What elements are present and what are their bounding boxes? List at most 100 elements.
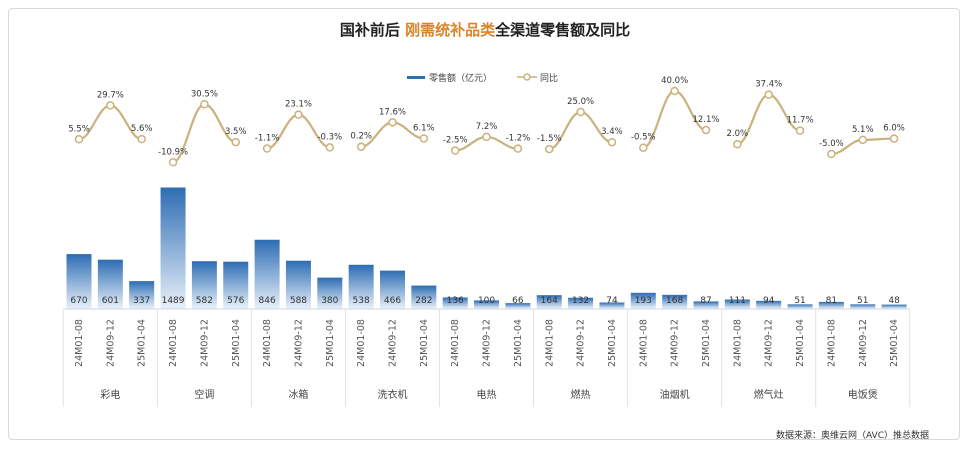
bar-series: 670 601 337 1489 582 576 846 588 380 538 466 282 136… bbox=[66, 187, 907, 309]
bar-11 bbox=[411, 285, 437, 309]
bar-value-label-15: 164 bbox=[541, 296, 558, 306]
period-label-4: 24M09-12 bbox=[199, 319, 210, 367]
period-label-5: 25M01-04 bbox=[231, 319, 242, 367]
line-value-label-22: 37.4% bbox=[755, 80, 782, 90]
bar-4 bbox=[191, 261, 217, 309]
line-point-7 bbox=[294, 110, 303, 119]
group-label-2: 冰箱 bbox=[288, 388, 308, 401]
line-point-19 bbox=[670, 86, 679, 96]
bar-1 bbox=[97, 259, 123, 309]
bar-value-label-24: 81 bbox=[826, 296, 837, 306]
chart-legend: 零售额（亿元） 同比 bbox=[407, 72, 558, 84]
bar-12 bbox=[442, 297, 468, 309]
group-label-8: 电饭煲 bbox=[848, 388, 878, 401]
line-value-label-18: -0.5% bbox=[631, 133, 656, 143]
period-label-10: 24M09-12 bbox=[388, 319, 399, 367]
bar-value-label-26: 48 bbox=[888, 296, 900, 306]
line-value-label-8: -0.3% bbox=[317, 132, 342, 142]
line-value-label-13: 7.2% bbox=[476, 122, 498, 132]
line-value-label-25: 5.1% bbox=[852, 125, 874, 135]
period-label-1: 24M09-12 bbox=[105, 319, 116, 367]
data-source-note: 数据来源：奥维云网（AVC）推总数据 bbox=[775, 431, 929, 441]
line-value-label-3: -10.9% bbox=[158, 147, 188, 157]
period-label-17: 25M01-04 bbox=[607, 319, 618, 367]
line-point-4 bbox=[200, 100, 209, 109]
bar-value-label-6: 846 bbox=[259, 296, 276, 306]
legend-line-marker bbox=[523, 73, 531, 81]
line-value-label-1: 29.7% bbox=[97, 90, 124, 100]
line-point-1 bbox=[106, 101, 115, 110]
line-value-label-23: 11.7% bbox=[787, 116, 814, 126]
line-point-22 bbox=[764, 90, 773, 99]
bar-21 bbox=[724, 299, 750, 309]
line-value-label-2: 5.6% bbox=[131, 124, 153, 134]
bar-23 bbox=[787, 304, 813, 309]
line-value-label-11: 6.1% bbox=[413, 123, 435, 133]
title-part-2: 全渠道零售额及同比 bbox=[494, 21, 630, 39]
line-value-label-21: 2.0% bbox=[727, 129, 749, 139]
bar-value-label-7: 588 bbox=[290, 296, 307, 306]
line-point-16 bbox=[576, 107, 585, 117]
bar-5 bbox=[223, 261, 249, 309]
bar-7 bbox=[285, 260, 311, 309]
x-axis: 24M01-08 24M09-12 25M01-04 24M01-08 24M09-12… bbox=[62, 308, 911, 407]
line-point-8 bbox=[325, 143, 335, 152]
bar-24 bbox=[818, 301, 844, 309]
bar-25 bbox=[850, 304, 876, 309]
period-label-19: 24M09-12 bbox=[670, 319, 681, 367]
bar-10 bbox=[380, 270, 405, 309]
line-point-20 bbox=[701, 125, 711, 135]
line-value-label-17: 3.4% bbox=[601, 127, 623, 137]
period-label-15: 24M01-08 bbox=[544, 319, 555, 367]
line-point-21 bbox=[733, 139, 742, 149]
line-value-label-20: 12.1% bbox=[692, 115, 719, 125]
bar-2 bbox=[129, 281, 155, 309]
bar-17 bbox=[599, 302, 625, 309]
period-label-24: 24M01-08 bbox=[826, 319, 837, 367]
period-label-8: 25M01-04 bbox=[325, 319, 336, 367]
line-point-2 bbox=[137, 134, 146, 144]
bar-14 bbox=[505, 303, 531, 309]
bar-value-label-10: 466 bbox=[384, 296, 401, 306]
period-label-7: 24M09-12 bbox=[293, 319, 304, 367]
period-label-14: 25M01-04 bbox=[513, 319, 524, 367]
bar-value-label-3: 1489 bbox=[162, 296, 185, 306]
bar-value-label-11: 282 bbox=[415, 296, 432, 306]
period-label-9: 24M01-08 bbox=[356, 319, 367, 367]
line-value-label-0: 5.5% bbox=[68, 124, 90, 134]
line-value-label-16: 25.0% bbox=[567, 97, 594, 107]
bar-value-label-2: 337 bbox=[133, 296, 150, 306]
period-label-22: 24M09-12 bbox=[764, 319, 775, 367]
line-point-26 bbox=[889, 134, 899, 143]
bar-13 bbox=[474, 300, 500, 309]
line-value-label-24: -5.0% bbox=[819, 139, 844, 149]
bar-value-label-20: 87 bbox=[700, 296, 711, 306]
bar-9 bbox=[348, 264, 374, 309]
period-label-20: 25M01-04 bbox=[701, 319, 712, 367]
bar-value-label-9: 538 bbox=[353, 296, 370, 306]
line-value-label-9: 0.2% bbox=[350, 132, 372, 142]
line-point-6 bbox=[262, 144, 272, 153]
bar-0 bbox=[66, 254, 92, 309]
bar-19 bbox=[662, 294, 688, 309]
line-point-17 bbox=[607, 137, 617, 147]
line-value-label-14: -1.2% bbox=[506, 134, 531, 144]
bar-value-label-14: 66 bbox=[512, 296, 524, 306]
group-label-7: 燃气灶 bbox=[754, 388, 784, 401]
line-value-label-26: 6.0% bbox=[883, 124, 905, 134]
line-point-23 bbox=[795, 126, 805, 135]
bar-8 bbox=[317, 277, 343, 309]
bar-3 bbox=[160, 187, 186, 309]
group-label-3: 洗衣机 bbox=[378, 388, 408, 401]
chart-canvas: 国补前后 刚需统补品类全渠道零售额及同比 零售额（亿元） 同比 670 601 337… bbox=[62, 21, 911, 407]
line-value-label-15: -1.5% bbox=[537, 134, 562, 144]
period-label-25: 24M09-12 bbox=[858, 319, 869, 367]
period-label-0: 24M01-08 bbox=[74, 319, 85, 367]
chart-card: 国补前后 刚需统补品类全渠道零售额及同比 零售额（亿元） 同比 670 601 337… bbox=[8, 8, 960, 441]
line-point-9 bbox=[356, 142, 366, 151]
line-point-10 bbox=[388, 118, 397, 127]
bar-value-label-21: 111 bbox=[729, 296, 746, 306]
bar-value-label-22: 94 bbox=[763, 296, 775, 306]
bar-value-label-5: 576 bbox=[227, 296, 244, 306]
line-series: 5.5% 29.7% 5.6% -10.9% 30.5% 3.5% -1.1% 23.1% -0… bbox=[68, 76, 905, 167]
